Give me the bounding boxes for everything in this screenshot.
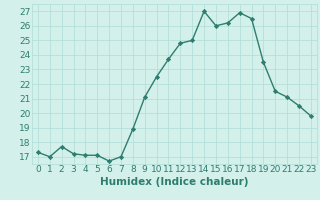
X-axis label: Humidex (Indice chaleur): Humidex (Indice chaleur): [100, 177, 249, 187]
